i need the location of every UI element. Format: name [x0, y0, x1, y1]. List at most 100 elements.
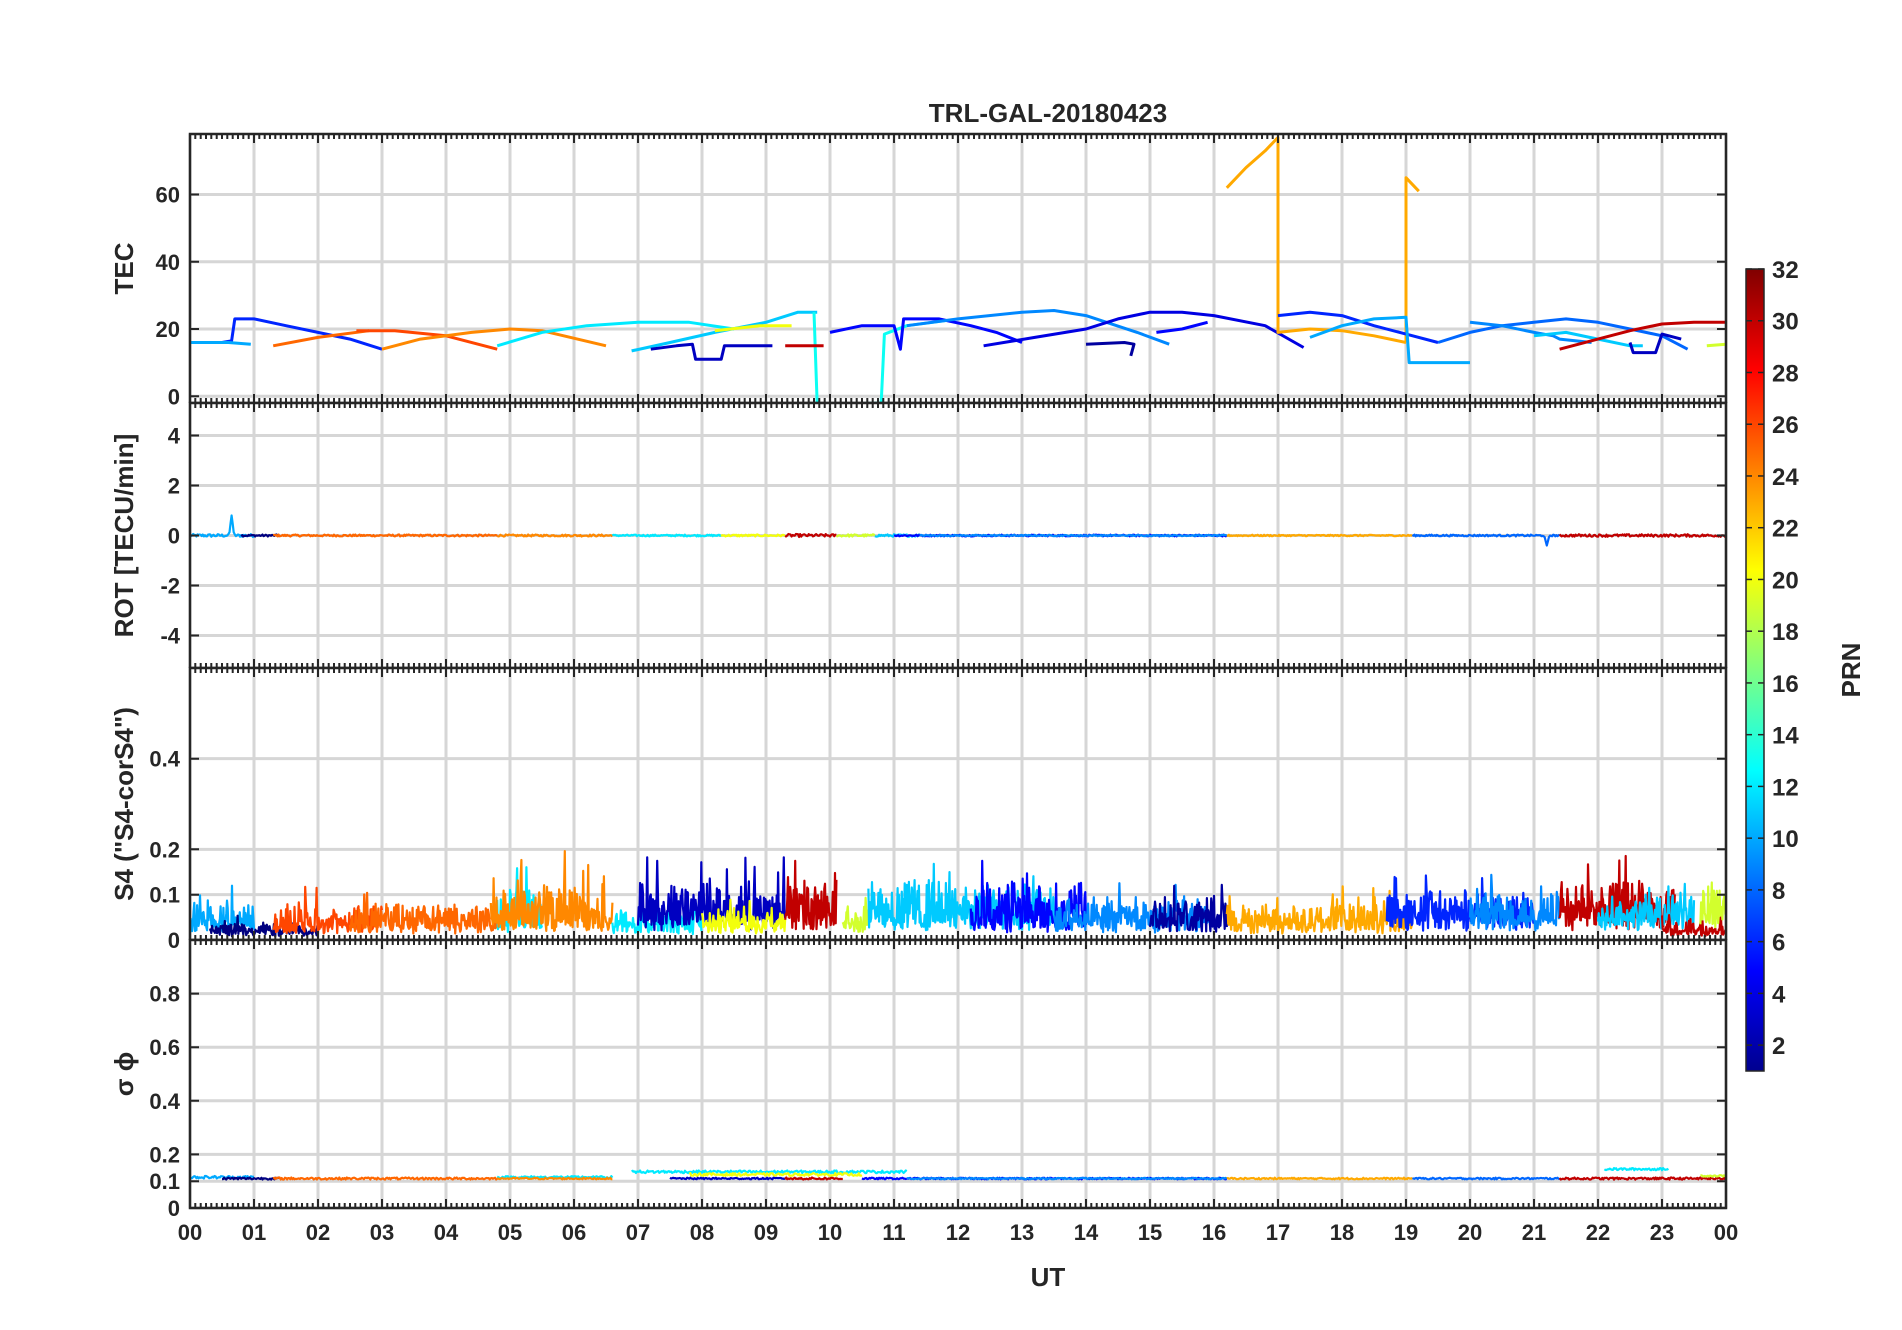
series-trace-prn-25	[348, 891, 499, 935]
series-trace-prn-23	[1226, 1176, 1414, 1181]
y-tick-label: 0.6	[149, 1035, 180, 1060]
x-tick-label: 20	[1458, 1220, 1482, 1245]
series-trace-prn-23	[1226, 533, 1413, 538]
x-tick-label: 08	[690, 1220, 714, 1245]
y-tick-label: 0.1	[149, 883, 180, 908]
colorbar-tick-label: 4	[1772, 981, 1786, 1008]
y-tick-label: 2	[168, 474, 180, 499]
series-trace-prn-30	[1558, 533, 1726, 538]
series-group	[190, 1167, 1726, 1181]
colorbar-tick-label: 22	[1772, 516, 1799, 543]
series-line-prn-4	[983, 310, 1305, 349]
panel-sigma_phi: 00.10.2 0.4 0.6 0.8 σ ϕ 00 01 02 03 04 05 06 07 08 09 1…	[109, 938, 1738, 1245]
colorbar-tick-label: 12	[1772, 774, 1799, 801]
colorbar-tick-label: 6	[1772, 930, 1785, 957]
series-line-prn-10	[190, 341, 251, 346]
x-tick-label: 22	[1586, 1220, 1610, 1245]
x-tick-label: 00	[178, 1220, 202, 1245]
series-trace-prn-20	[700, 898, 787, 935]
series-line-prn-3	[650, 342, 773, 361]
y-tick-label: 0	[168, 1196, 180, 1221]
y-tick-label: -2	[160, 574, 180, 599]
y-axis-label: σ ϕ	[109, 1052, 139, 1097]
series-trace-prn-30	[784, 859, 838, 931]
y-tick-label: 0.1	[149, 1169, 180, 1194]
series-trace-prn-24	[496, 1176, 613, 1181]
series-group	[190, 850, 1726, 938]
x-minor-ticks	[189, 134, 1727, 403]
x-tick-label: 16	[1202, 1220, 1226, 1245]
colorbar-tick-label: 26	[1772, 412, 1799, 439]
colorbar-tick-label: 24	[1772, 464, 1799, 491]
colorbar-tick-label: 28	[1772, 360, 1799, 387]
series-trace-prn-10	[190, 1174, 255, 1180]
colorbar-tick-label: 20	[1772, 567, 1799, 594]
series-trace-prn-1	[221, 1176, 281, 1181]
y-ticks	[190, 992, 1726, 1209]
series-trace-prn-8	[1411, 533, 1561, 547]
series-line-prn-5	[1156, 320, 1208, 334]
x-tick-label: 12	[946, 1220, 970, 1245]
panel-S4: 0 0.1 0.2 0.4 S4 ("S4-corS4")	[109, 666, 1728, 953]
y-tick-label: -4	[160, 624, 180, 649]
y-ticks	[190, 193, 1726, 398]
series-line-prn-24	[381, 327, 607, 351]
y-tick-label: 0	[168, 928, 180, 953]
panel-ROT: -4 -2 0 2 4 ROT [TECU/min]	[109, 401, 1728, 670]
series-trace-prn-11	[1596, 882, 1696, 932]
x-tick-label: 03	[370, 1220, 394, 1245]
x-tick-label: 02	[306, 1220, 330, 1245]
y-axis-label: ROT [TECU/min]	[109, 434, 139, 638]
x-tick-label: 00	[1714, 1220, 1738, 1245]
series-line-prn-19	[1706, 342, 1726, 348]
colorbar-tick-label: 32	[1772, 257, 1799, 284]
series-line-prn-2	[1085, 341, 1136, 357]
colorbar-tick-label: 8	[1772, 878, 1785, 905]
series-trace-prn-25	[272, 533, 498, 538]
x-tick-label: 21	[1522, 1220, 1546, 1245]
series-line-prn-26	[356, 329, 498, 351]
colorbar-tick-label: 2	[1772, 1033, 1785, 1060]
series-trace-prn-23	[1225, 885, 1414, 935]
x-tick-label: 14	[1074, 1220, 1099, 1245]
series-line-prn-12	[496, 320, 735, 348]
series-trace-prn-9	[906, 1176, 1228, 1181]
series-trace-prn-24	[489, 850, 614, 932]
y-tick-label: 40	[156, 250, 180, 275]
series-trace-prn-19	[835, 533, 876, 538]
series-trace-prn-19	[1699, 881, 1726, 929]
series-trace-prn-30	[784, 1176, 843, 1181]
x-tick-label: 10	[818, 1220, 842, 1245]
series-group	[190, 135, 1726, 403]
x-axis-label: UT	[1031, 1262, 1066, 1292]
x-tick-label: 17	[1266, 1220, 1290, 1245]
colorbar-tick-label: 16	[1772, 671, 1799, 698]
x-tick-label: 07	[626, 1220, 650, 1245]
series-line-prn-23	[1225, 135, 1407, 344]
x-tick-label: 23	[1650, 1220, 1674, 1245]
colorbar-label: PRN	[1836, 643, 1866, 698]
y-tick-label: 0.2	[149, 837, 180, 862]
series-trace-prn-12	[1603, 1167, 1670, 1172]
series-group	[190, 514, 1726, 547]
y-tick-label: 0	[168, 384, 180, 409]
y-tick-label: 20	[156, 317, 180, 342]
x-minor-ticks	[189, 940, 1727, 1208]
series-trace-prn-30	[1558, 1176, 1726, 1181]
y-tick-label: 0.4	[149, 1089, 180, 1114]
chart-title: TRL-GAL-20180423	[929, 98, 1167, 128]
x-tick-label: 06	[562, 1220, 586, 1245]
series-line-prn-3	[1628, 332, 1682, 355]
series-trace-prn-12	[631, 1169, 908, 1175]
colorbar-tick-label: 30	[1772, 309, 1799, 336]
series-trace-prn-24	[496, 533, 614, 538]
y-axis-label: S4 ("S4-corS4")	[109, 707, 139, 901]
series-line-prn-25	[272, 329, 370, 348]
series-trace-prn-2	[1148, 883, 1228, 933]
y-tick-label: 0.2	[149, 1142, 180, 1167]
series-line-prn-9	[906, 309, 1170, 346]
series-trace-prn-12	[611, 533, 722, 538]
